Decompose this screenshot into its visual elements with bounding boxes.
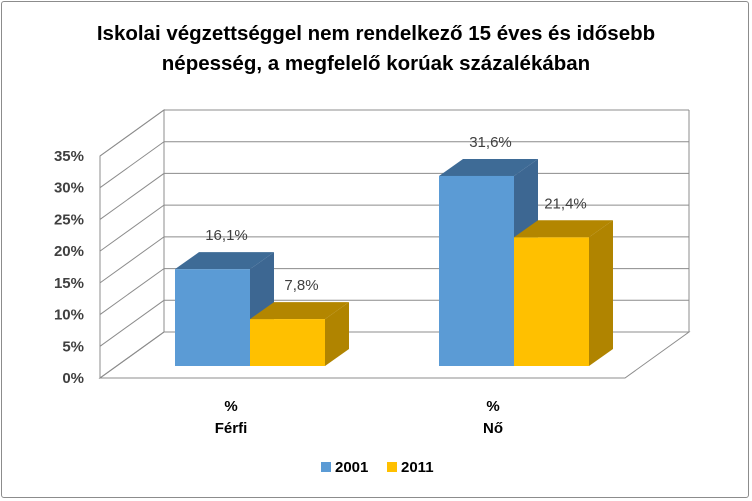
legend-label: 2011: [401, 459, 434, 476]
category-unit-label: %: [224, 398, 237, 415]
bar-side: [589, 220, 613, 366]
category-unit-label: %: [486, 398, 499, 415]
y-tick-label: 20%: [54, 243, 84, 260]
chart-title-line-2: népesség, a megfelelő korúak százalékába…: [162, 52, 590, 75]
legend-label: 2001: [335, 459, 368, 476]
y-tick-label: 0%: [62, 370, 84, 387]
data-label: 7,8%: [284, 277, 318, 294]
bar-top: [250, 302, 349, 320]
gridline: [99, 141, 689, 189]
bar-front: [439, 175, 514, 366]
chart-title-line-1: Iskolai végzettséggel nem rendelkező 15 …: [97, 22, 655, 45]
y-tick-label: 15%: [54, 275, 84, 292]
x-axis-categories: % Férfi% Nő: [215, 398, 503, 437]
data-label: 31,6%: [469, 134, 512, 151]
gridline: [99, 172, 689, 220]
legend: 2001 2011: [321, 459, 434, 476]
bar-front: [175, 269, 250, 366]
y-tick-label: 35%: [54, 148, 84, 165]
legend-swatch: [321, 462, 331, 472]
bars: 16,1% 7,8% 31,6% 21,4%: [175, 134, 613, 366]
category-name-label: Nő: [483, 420, 503, 437]
bar-side: [325, 302, 349, 366]
bar-top: [439, 158, 538, 176]
bar-front: [514, 237, 589, 366]
category-name-label: Férfi: [215, 420, 248, 437]
bar-top: [514, 220, 613, 238]
y-tick-label: 25%: [54, 211, 84, 228]
bar-top: [175, 252, 274, 270]
y-axis-ticks: 0% 5% 10% 15% 20% 25% 30% 35%: [54, 148, 84, 387]
data-label: 21,4%: [544, 195, 587, 212]
bar-2011-Férfi: [250, 302, 349, 366]
legend-swatch: [387, 462, 397, 472]
gridline: [99, 109, 689, 157]
bar-2011-Nő: [514, 220, 613, 366]
y-tick-label: 30%: [54, 180, 84, 197]
data-label: 16,1%: [205, 227, 248, 244]
bar-front: [250, 319, 325, 366]
y-tick-label: 10%: [54, 307, 84, 324]
y-tick-label: 5%: [62, 338, 84, 355]
